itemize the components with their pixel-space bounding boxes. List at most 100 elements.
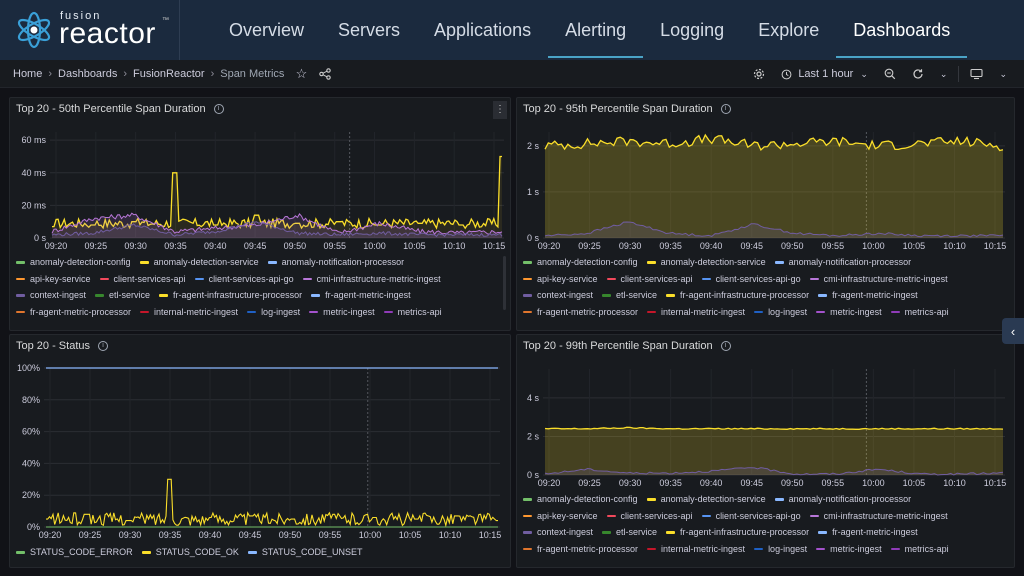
legend-label: fr-agent-infrastructure-processor (173, 290, 303, 301)
info-icon[interactable]: i (213, 104, 224, 114)
chart-p50[interactable]: 60 ms 40 ms 20 ms 0 s09:20 09:25 09:30 09:35 09… (10, 124, 512, 284)
x-tick-label: 09:20 (538, 241, 561, 251)
legend-item[interactable]: anomaly-detection-service (139, 257, 259, 267)
legend-scrollbar[interactable] (503, 256, 506, 310)
tab-logging[interactable]: Logging (660, 20, 725, 40)
legend-item[interactable]: log-ingest (754, 544, 807, 554)
legend-item[interactable]: fr-agent-metric-processor (523, 544, 638, 554)
legend-item[interactable]: etl-service (602, 290, 657, 300)
y-tick-label: 0% (27, 522, 40, 532)
legend-item[interactable]: api-key-service (16, 274, 91, 284)
legend-item[interactable]: anomaly-detection-service (646, 257, 766, 267)
breadcrumb-item[interactable]: Home (13, 67, 43, 80)
collapse-sidebar-chevron-icon[interactable]: ‹ (1002, 318, 1024, 344)
panel-title[interactable]: Top 20 - Status i (16, 340, 108, 352)
legend-item[interactable]: anomaly-notification-processor (267, 257, 404, 267)
legend-item[interactable]: cmi-infrastructure-metric-ingest (302, 274, 441, 284)
legend-item[interactable]: api-key-service (523, 274, 598, 284)
legend-item[interactable]: metrics-api (383, 307, 442, 317)
legend-item[interactable]: fr-agent-metric-ingest (818, 290, 918, 300)
legend-label: fr-agent-metric-processor (30, 306, 132, 317)
info-icon[interactable]: i (720, 341, 731, 351)
legend-item[interactable]: cmi-infrastructure-metric-ingest (809, 511, 948, 521)
fusionreactor-logo[interactable]: fusion reactor ™ (0, 0, 180, 60)
legend-item[interactable]: cmi-infrastructure-metric-ingest (809, 274, 948, 284)
panel-title[interactable]: Top 20 - 95th Percentile Span Duration i (523, 103, 731, 115)
legend-item[interactable]: STATUS_CODE_OK (141, 547, 239, 557)
legend-item[interactable]: fr-agent-metric-ingest (818, 527, 918, 537)
legend-item[interactable]: fr-agent-metric-ingest (311, 290, 411, 300)
legend-item[interactable]: context-ingest (16, 290, 86, 300)
legend-item[interactable]: metric-ingest (309, 307, 375, 317)
x-tick-label: 10:15 (479, 530, 502, 540)
legend-item[interactable]: metrics-api (890, 307, 949, 317)
legend-label: metric-ingest (830, 306, 882, 317)
legend-item[interactable]: client-services-api (99, 274, 186, 284)
legend-item[interactable]: client-services-api-go (701, 274, 801, 284)
tab-applications[interactable]: Applications (434, 20, 532, 40)
tab-alerting[interactable]: Alerting (548, 0, 644, 60)
legend-item[interactable]: anomaly-detection-config (523, 257, 638, 267)
chart-p99[interactable]: 4 s 2 s 0 s09:20 09:25 09:30 09:35 09:40 09:45 0… (517, 361, 1016, 521)
legend-item[interactable]: context-ingest (523, 527, 593, 537)
brand-small-text: fusion (60, 10, 102, 22)
legend-item[interactable]: log-ingest (247, 307, 300, 317)
legend-item[interactable]: metrics-api (890, 544, 949, 554)
legend-item[interactable]: STATUS_CODE_ERROR (16, 547, 133, 557)
legend-item[interactable]: metric-ingest (816, 307, 882, 317)
info-icon[interactable]: i (720, 104, 731, 114)
legend-label: STATUS_CODE_ERROR (30, 547, 133, 558)
breadcrumb-item[interactable]: Dashboards (58, 67, 118, 80)
legend-item[interactable]: internal-metric-ingest (647, 544, 745, 554)
panel-title[interactable]: Top 20 - 50th Percentile Span Duration i (16, 103, 224, 115)
legend-swatch (647, 547, 657, 550)
tab-servers[interactable]: Servers (338, 20, 401, 40)
panel-title[interactable]: Top 20 - 99th Percentile Span Duration i (523, 340, 731, 352)
legend-item[interactable]: client-services-api (606, 274, 693, 284)
star-icon[interactable]: ☆ (295, 65, 308, 81)
legend-swatch (267, 261, 277, 264)
legend-item[interactable]: api-key-service (523, 511, 598, 521)
zoom-out-icon[interactable] (879, 64, 901, 84)
legend-item[interactable]: etl-service (95, 290, 150, 300)
legend-item[interactable]: etl-service (602, 527, 657, 537)
legend-item[interactable]: internal-metric-ingest (140, 307, 238, 317)
legend-item[interactable]: anomaly-detection-config (16, 257, 131, 267)
legend-item[interactable]: anomaly-notification-processor (774, 257, 911, 267)
legend-item[interactable]: anomaly-detection-service (646, 494, 766, 504)
legend-item[interactable]: client-services-api-go (194, 274, 294, 284)
time-range-picker[interactable]: Last 1 hour ⌄ (776, 64, 873, 84)
x-tick-label: 09:20 (538, 478, 561, 488)
tv-mode-icon[interactable] (965, 64, 988, 84)
legend-item[interactable]: anomaly-detection-config (523, 494, 638, 504)
legend-item[interactable]: fr-agent-infrastructure-processor (666, 290, 809, 300)
tab-overview[interactable]: Overview (229, 20, 305, 40)
tv-mode-chevron-icon[interactable]: ⌄ (999, 68, 1007, 79)
info-icon[interactable]: i (98, 341, 108, 351)
legend-item[interactable]: fr-agent-infrastructure-processor (159, 290, 302, 300)
legend-item[interactable]: internal-metric-ingest (647, 307, 745, 317)
legend-item[interactable]: fr-agent-metric-processor (16, 307, 131, 317)
chart-status[interactable]: 100% 80% 60% 40% 20% 0%09:20 09:25 09:30 09:35 09… (10, 359, 512, 567)
chart-p95[interactable]: 2 s 1 s 0 s09:20 09:25 09:30 09:35 09:40 09:45 0… (517, 124, 1016, 284)
legend-item[interactable]: log-ingest (754, 307, 807, 317)
refresh-interval-chevron-icon[interactable]: ⌄ (939, 68, 948, 79)
legend-item[interactable]: metric-ingest (816, 544, 882, 554)
legend-swatch (701, 514, 711, 517)
legend-item[interactable]: anomaly-notification-processor (774, 494, 911, 504)
legend-item[interactable]: client-services-api (606, 511, 693, 521)
breadcrumb-item[interactable]: FusionReactor (133, 67, 205, 80)
settings-gear-icon[interactable] (748, 64, 770, 84)
legend-item[interactable]: client-services-api-go (701, 511, 801, 521)
panel-menu-icon[interactable]: ⋮ (493, 101, 507, 119)
tab-dashboards[interactable]: Dashboards (836, 0, 968, 60)
legend-label: fr-agent-metric-processor (537, 306, 639, 317)
refresh-icon[interactable] (907, 64, 929, 84)
legend-item[interactable]: fr-agent-infrastructure-processor (666, 527, 809, 537)
legend-item[interactable]: fr-agent-metric-processor (523, 307, 638, 317)
share-icon[interactable] (318, 67, 332, 81)
legend-item[interactable]: context-ingest (523, 290, 593, 300)
legend-item[interactable]: STATUS_CODE_UNSET (247, 547, 363, 557)
tab-explore[interactable]: Explore (758, 20, 820, 40)
legend-label: metric-ingest (323, 306, 375, 317)
